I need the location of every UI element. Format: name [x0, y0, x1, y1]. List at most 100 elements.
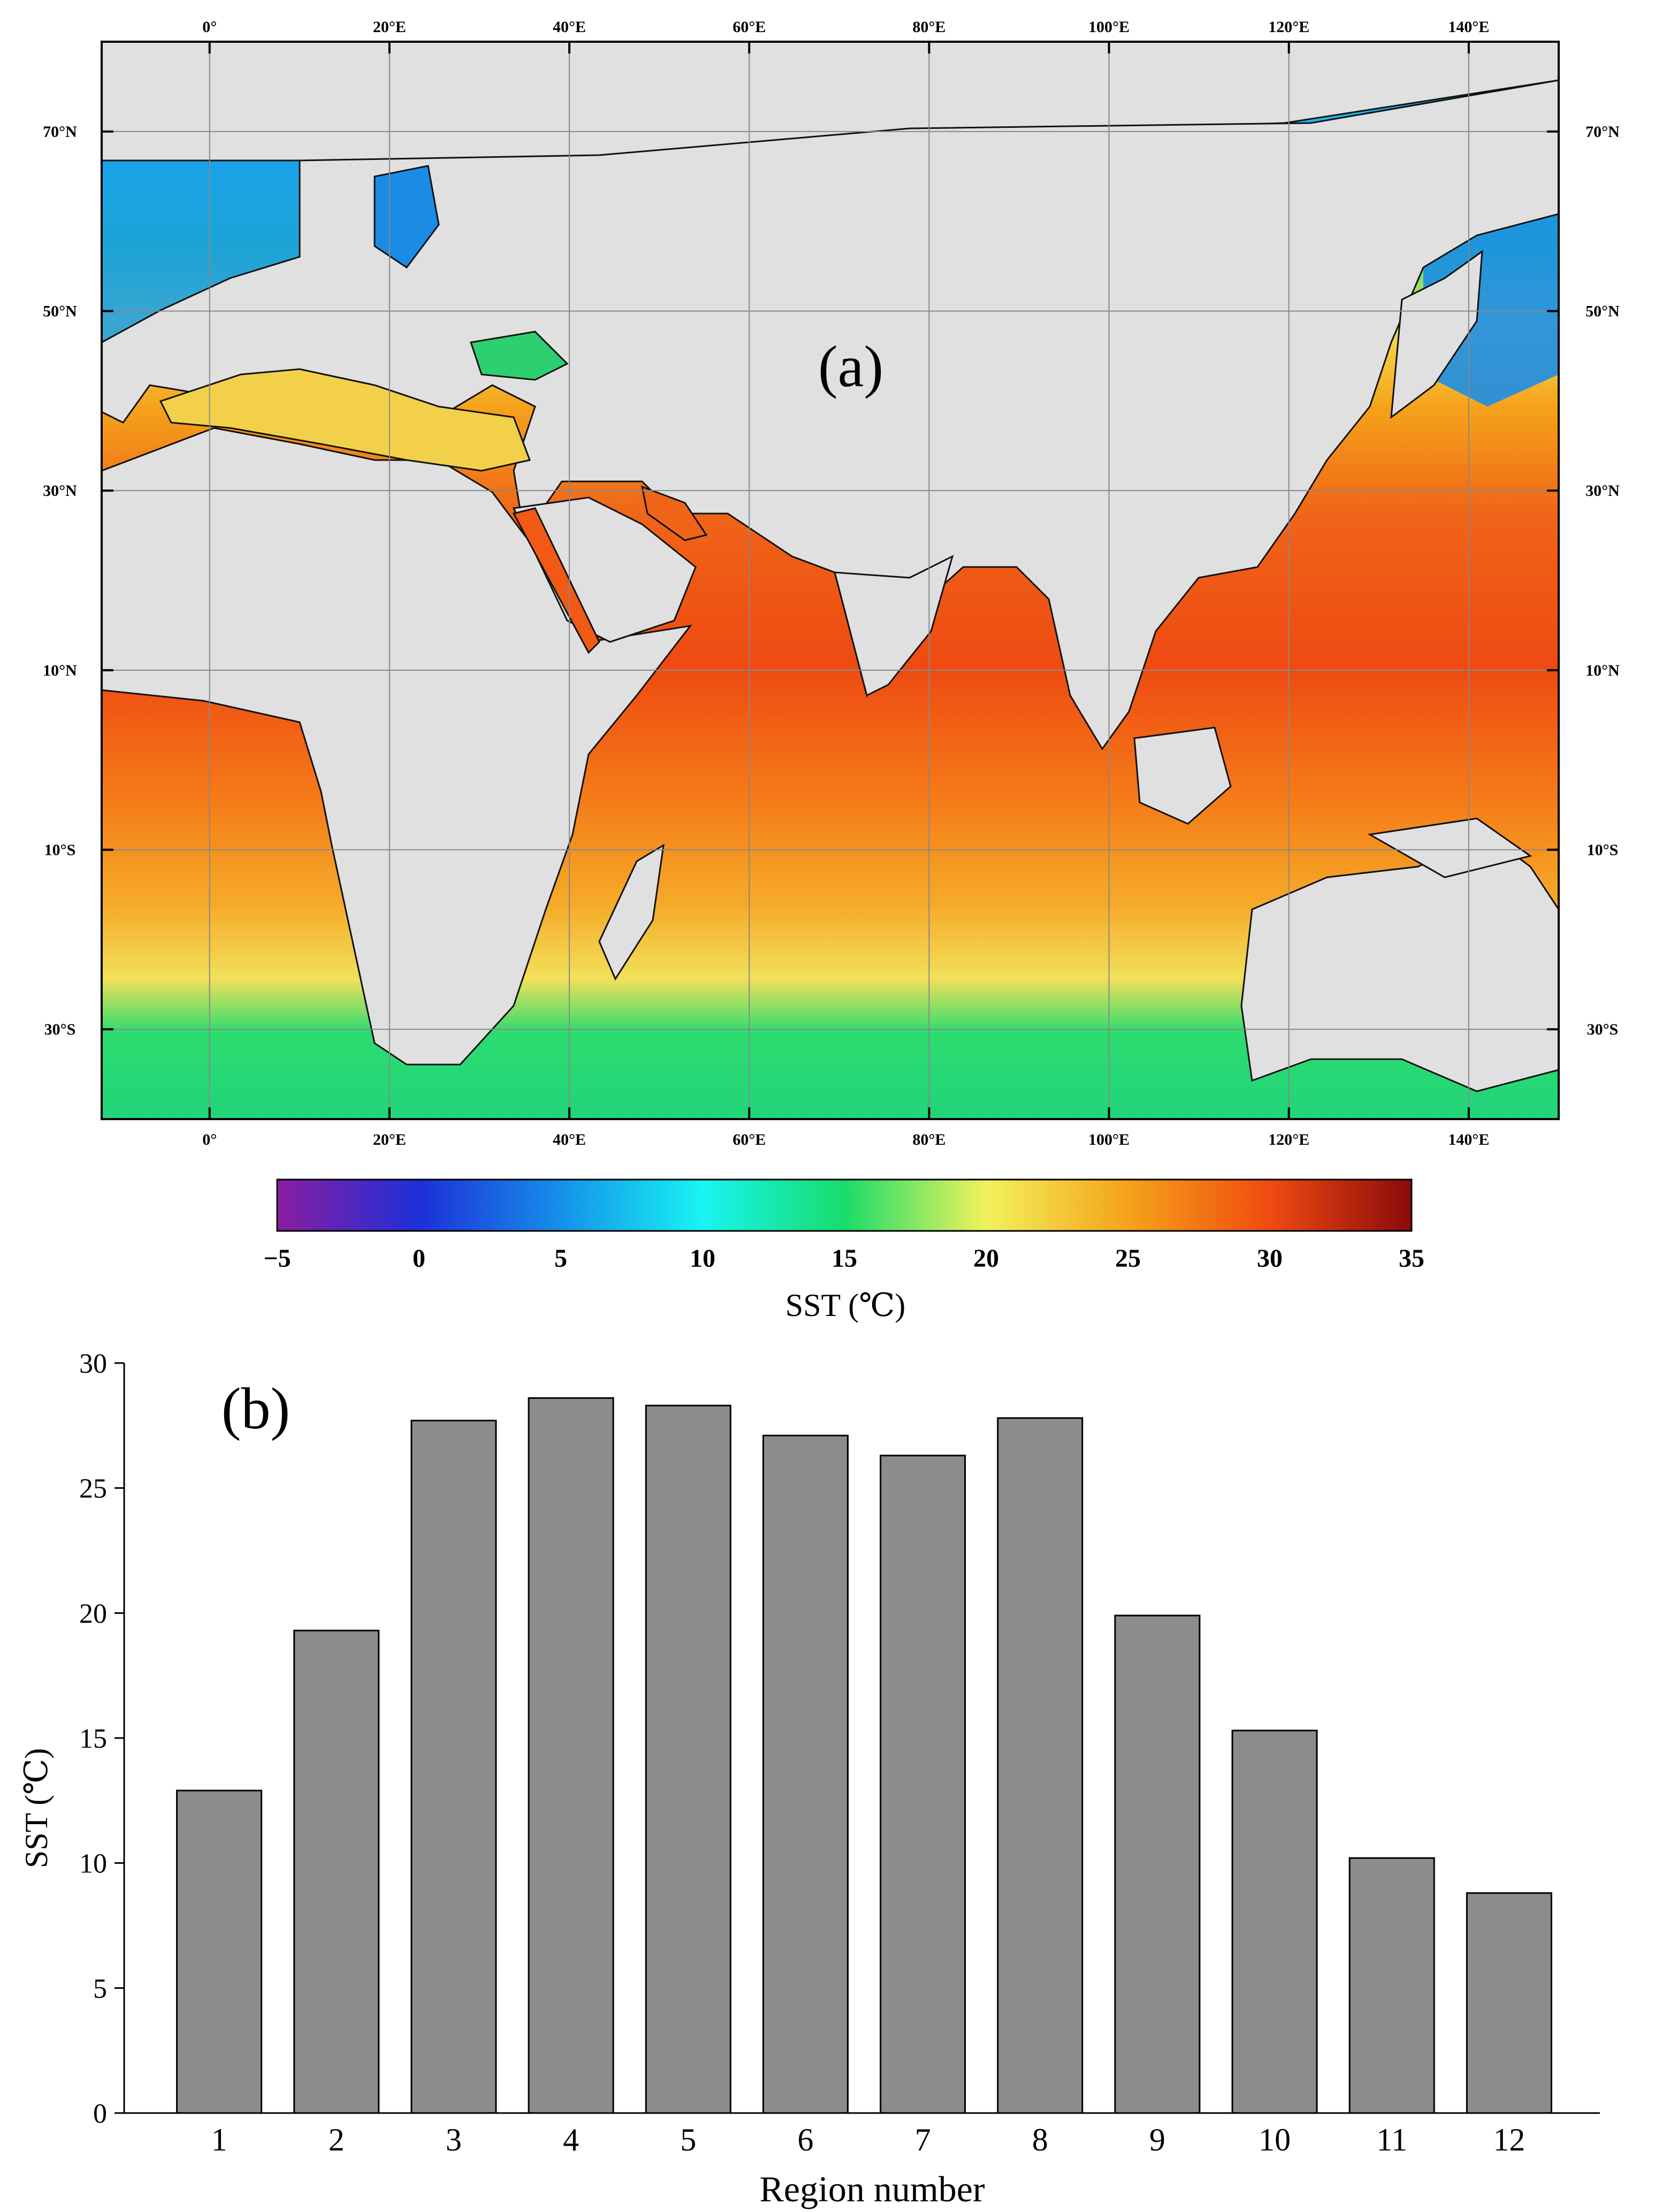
- lon-tick-label-top: 140°E: [1448, 18, 1489, 36]
- x-tick-label: 5: [680, 2122, 696, 2157]
- land-japan: [1390, 249, 1483, 419]
- colorbar-tick-label: 15: [832, 1244, 857, 1273]
- colorbar-tick-label: 10: [690, 1244, 715, 1273]
- x-tick-label: 4: [563, 2122, 579, 2157]
- x-tick-label: 1: [211, 2122, 227, 2157]
- lon-ticks-top: 0° 20°E 40°E 60°E 80°E 100°E 120°E 140°E: [202, 18, 1489, 53]
- land-australia: [1240, 833, 1559, 1092]
- y-tick-label: 20: [79, 1598, 107, 1629]
- lat-tick-label-left: 30°S: [44, 1021, 76, 1038]
- norwegian-sea-cold-water: [102, 160, 310, 342]
- bar-region-11: [1348, 1857, 1435, 2114]
- x-tick-label: 12: [1493, 2122, 1525, 2157]
- nw-pacific-cold-water: [1423, 214, 1559, 407]
- lon-tick-label-top: 40°E: [553, 18, 586, 36]
- lon-tick-label-top: 0°: [202, 18, 217, 36]
- bar-region-12: [1466, 1892, 1552, 2114]
- lon-tick-label-bottom: 140°E: [1448, 1131, 1489, 1149]
- colorbar: [276, 1178, 1413, 1232]
- lat-tick-label-left: 50°N: [43, 303, 77, 320]
- lat-tick-label-left: 10°N: [43, 662, 77, 679]
- bar-region-5: [645, 1404, 731, 2114]
- y-tick-label: 15: [79, 1724, 107, 1754]
- x-tick-label: 11: [1376, 2122, 1407, 2157]
- y-tick-label: 5: [93, 1973, 107, 2004]
- lon-tick-label-bottom: 120°E: [1268, 1131, 1309, 1149]
- y-tick-label: 25: [79, 1474, 107, 1504]
- lon-tick-label-top: 80°E: [912, 18, 945, 36]
- red-sea: [512, 507, 600, 654]
- land-africa: [102, 427, 692, 1066]
- lat-tick-label-left: 10°S: [44, 841, 76, 859]
- lon-tick-label-top: 120°E: [1268, 18, 1309, 36]
- persian-gulf: [640, 485, 708, 541]
- lat-ticks-left: 70°N 50°N 30°N 10°N 10°S 30°S: [43, 123, 113, 1038]
- y-tick-label: 10: [79, 1849, 107, 1879]
- x-tick-labels: 1 2 3 4 5 6 7 8 9 10 11 12: [211, 2122, 1526, 2157]
- x-tick-label: 7: [915, 2122, 931, 2157]
- x-tick-label: 9: [1149, 2122, 1165, 2157]
- lon-tick-label-top: 100°E: [1088, 18, 1130, 36]
- black-sea: [470, 331, 569, 381]
- mediterranean-sea: [159, 368, 531, 472]
- colorbar-tick-label: 5: [554, 1244, 567, 1273]
- colorbar-tick-label: −5: [263, 1244, 291, 1273]
- lon-ticks-bottom: 0° 20°E 40°E 60°E 80°E 100°E 120°E 140°E: [202, 1107, 1489, 1149]
- map-frame: [101, 41, 1560, 1120]
- lat-tick-label-right: 10°N: [1585, 662, 1620, 679]
- lon-tick-label-bottom: 40°E: [553, 1131, 586, 1149]
- y-tick-label: 0: [93, 2099, 107, 2129]
- colorbar-tick-label: 0: [413, 1244, 425, 1273]
- lon-tick-label-bottom: 20°E: [373, 1131, 406, 1149]
- x-tick-label: 2: [329, 2122, 345, 2157]
- lat-tick-label-right: 70°N: [1585, 123, 1620, 141]
- bar-series: [176, 1397, 1552, 2114]
- bar-region-1: [176, 1789, 263, 2114]
- colorbar-tick-label: 30: [1257, 1244, 1283, 1273]
- sst-map-panel: 0° 20°E 40°E 60°E 80°E 100°E 120°E 140°E 0° 20°E…: [43, 18, 1620, 1323]
- bar-region-2: [293, 1629, 380, 2114]
- land-india: [834, 555, 954, 697]
- lat-tick-label-right: 30°N: [1585, 482, 1620, 500]
- panel-b-label: (b): [222, 1376, 290, 1441]
- bar-region-7: [880, 1455, 966, 2114]
- colorbar-tick-label: 20: [973, 1244, 999, 1273]
- baltic-sea: [373, 165, 440, 269]
- bar-region-6: [762, 1435, 849, 2114]
- lon-tick-label-top: 20°E: [373, 18, 406, 36]
- bar-region-8: [997, 1417, 1084, 2114]
- x-tick-label: 8: [1032, 2122, 1048, 2157]
- lon-tick-label-bottom: 80°E: [912, 1131, 945, 1149]
- x-tick-label: 10: [1259, 2122, 1291, 2157]
- bar-region-4: [528, 1397, 614, 2114]
- lat-tick-label-left: 70°N: [43, 123, 77, 141]
- colorbar-tick-label: 35: [1399, 1244, 1424, 1273]
- colorbar-label: SST (℃): [785, 1288, 905, 1323]
- y-axis-label: SST (℃): [19, 1748, 54, 1868]
- lat-tick-label-right: 50°N: [1585, 303, 1620, 320]
- lon-tick-label-top: 60°E: [733, 18, 766, 36]
- y-tick-label: 30: [79, 1349, 107, 1379]
- land-new-guinea: [1367, 817, 1532, 878]
- x-axis-label: Region number: [759, 2169, 985, 2209]
- bar-region-3: [410, 1419, 497, 2114]
- lon-tick-label-bottom: 100°E: [1088, 1131, 1130, 1149]
- bar-region-9: [1114, 1614, 1201, 2114]
- land-masses: [102, 42, 1559, 1092]
- x-tick-label: 6: [797, 2122, 813, 2157]
- map-graticule: [102, 42, 1559, 1119]
- land-borneo: [1133, 726, 1232, 825]
- x-tick-label: 3: [446, 2122, 462, 2157]
- colorbar-tick-label: 25: [1115, 1244, 1141, 1273]
- colorbar-ticks: −5 0 5 10 15 20 25 30 35: [263, 1244, 1424, 1273]
- bar-region-10: [1231, 1729, 1318, 2114]
- lat-tick-label-right: 10°S: [1587, 841, 1619, 859]
- panel-a-label: (a): [818, 334, 883, 399]
- lat-tick-label-left: 30°N: [43, 482, 77, 500]
- lon-tick-label-bottom: 60°E: [733, 1131, 766, 1149]
- y-tick-labels: 0 5 10 15 20 25 30: [79, 1349, 124, 2129]
- lon-tick-label-bottom: 0°: [202, 1131, 217, 1149]
- lat-tick-label-right: 30°S: [1587, 1021, 1619, 1038]
- land-madagascar: [598, 844, 665, 981]
